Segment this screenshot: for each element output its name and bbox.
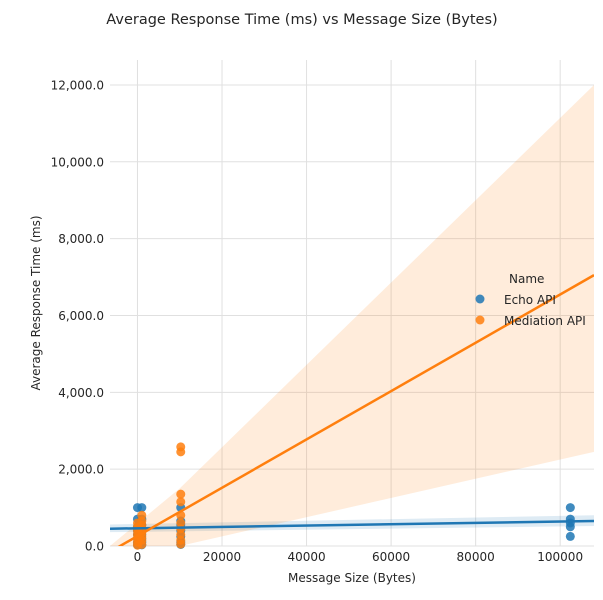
regression-lines: [110, 274, 594, 546]
data-point: [137, 539, 147, 549]
regression-line: [110, 519, 594, 530]
x-tick-label: 20000: [203, 550, 241, 564]
data-point: [137, 503, 147, 513]
regression-line: [117, 274, 594, 546]
data-point: [176, 539, 186, 549]
legend-label: Echo API: [504, 293, 556, 307]
data-point: [176, 489, 186, 499]
data-point: [565, 522, 575, 532]
y-tick-label: 12,000.0: [51, 78, 104, 92]
grid: [110, 60, 594, 547]
y-axis-ticks: 0.0 2,000.0 4,000.0 6,000.0 8,000.0 10,000.0 1…: [51, 78, 104, 553]
y-tick-label: 2,000.0: [58, 463, 104, 477]
x-tick-label: 0: [134, 550, 142, 564]
legend-title: Name: [509, 272, 544, 286]
x-axis-ticks: 0 20000 40000 60000 80000 100000: [134, 550, 583, 564]
x-axis-label: Message Size (Bytes): [288, 571, 416, 585]
x-tick-label: 60000: [372, 550, 410, 564]
data-point: [176, 447, 186, 457]
legend: Name Echo API Mediation API: [475, 272, 586, 328]
y-axis-label: Average Response Time (ms): [29, 215, 43, 390]
y-tick-label: 0.0: [85, 540, 104, 554]
confidence-band: [110, 84, 594, 546]
y-tick-label: 6,000.0: [58, 309, 104, 323]
x-tick-label: 80000: [457, 550, 495, 564]
data-point: [176, 497, 186, 507]
legend-marker: [475, 294, 485, 304]
data-point: [565, 531, 575, 541]
x-tick-label: 100000: [537, 550, 583, 564]
y-tick-label: 8,000.0: [58, 232, 104, 246]
x-tick-label: 40000: [287, 550, 325, 564]
legend-label: Mediation API: [504, 314, 586, 328]
data-point: [565, 503, 575, 513]
chart-title: Average Response Time (ms) vs Message Si…: [106, 12, 497, 28]
legend-marker: [475, 315, 485, 325]
y-tick-label: 10,000.0: [51, 155, 104, 169]
y-tick-label: 4,000.0: [58, 386, 104, 400]
